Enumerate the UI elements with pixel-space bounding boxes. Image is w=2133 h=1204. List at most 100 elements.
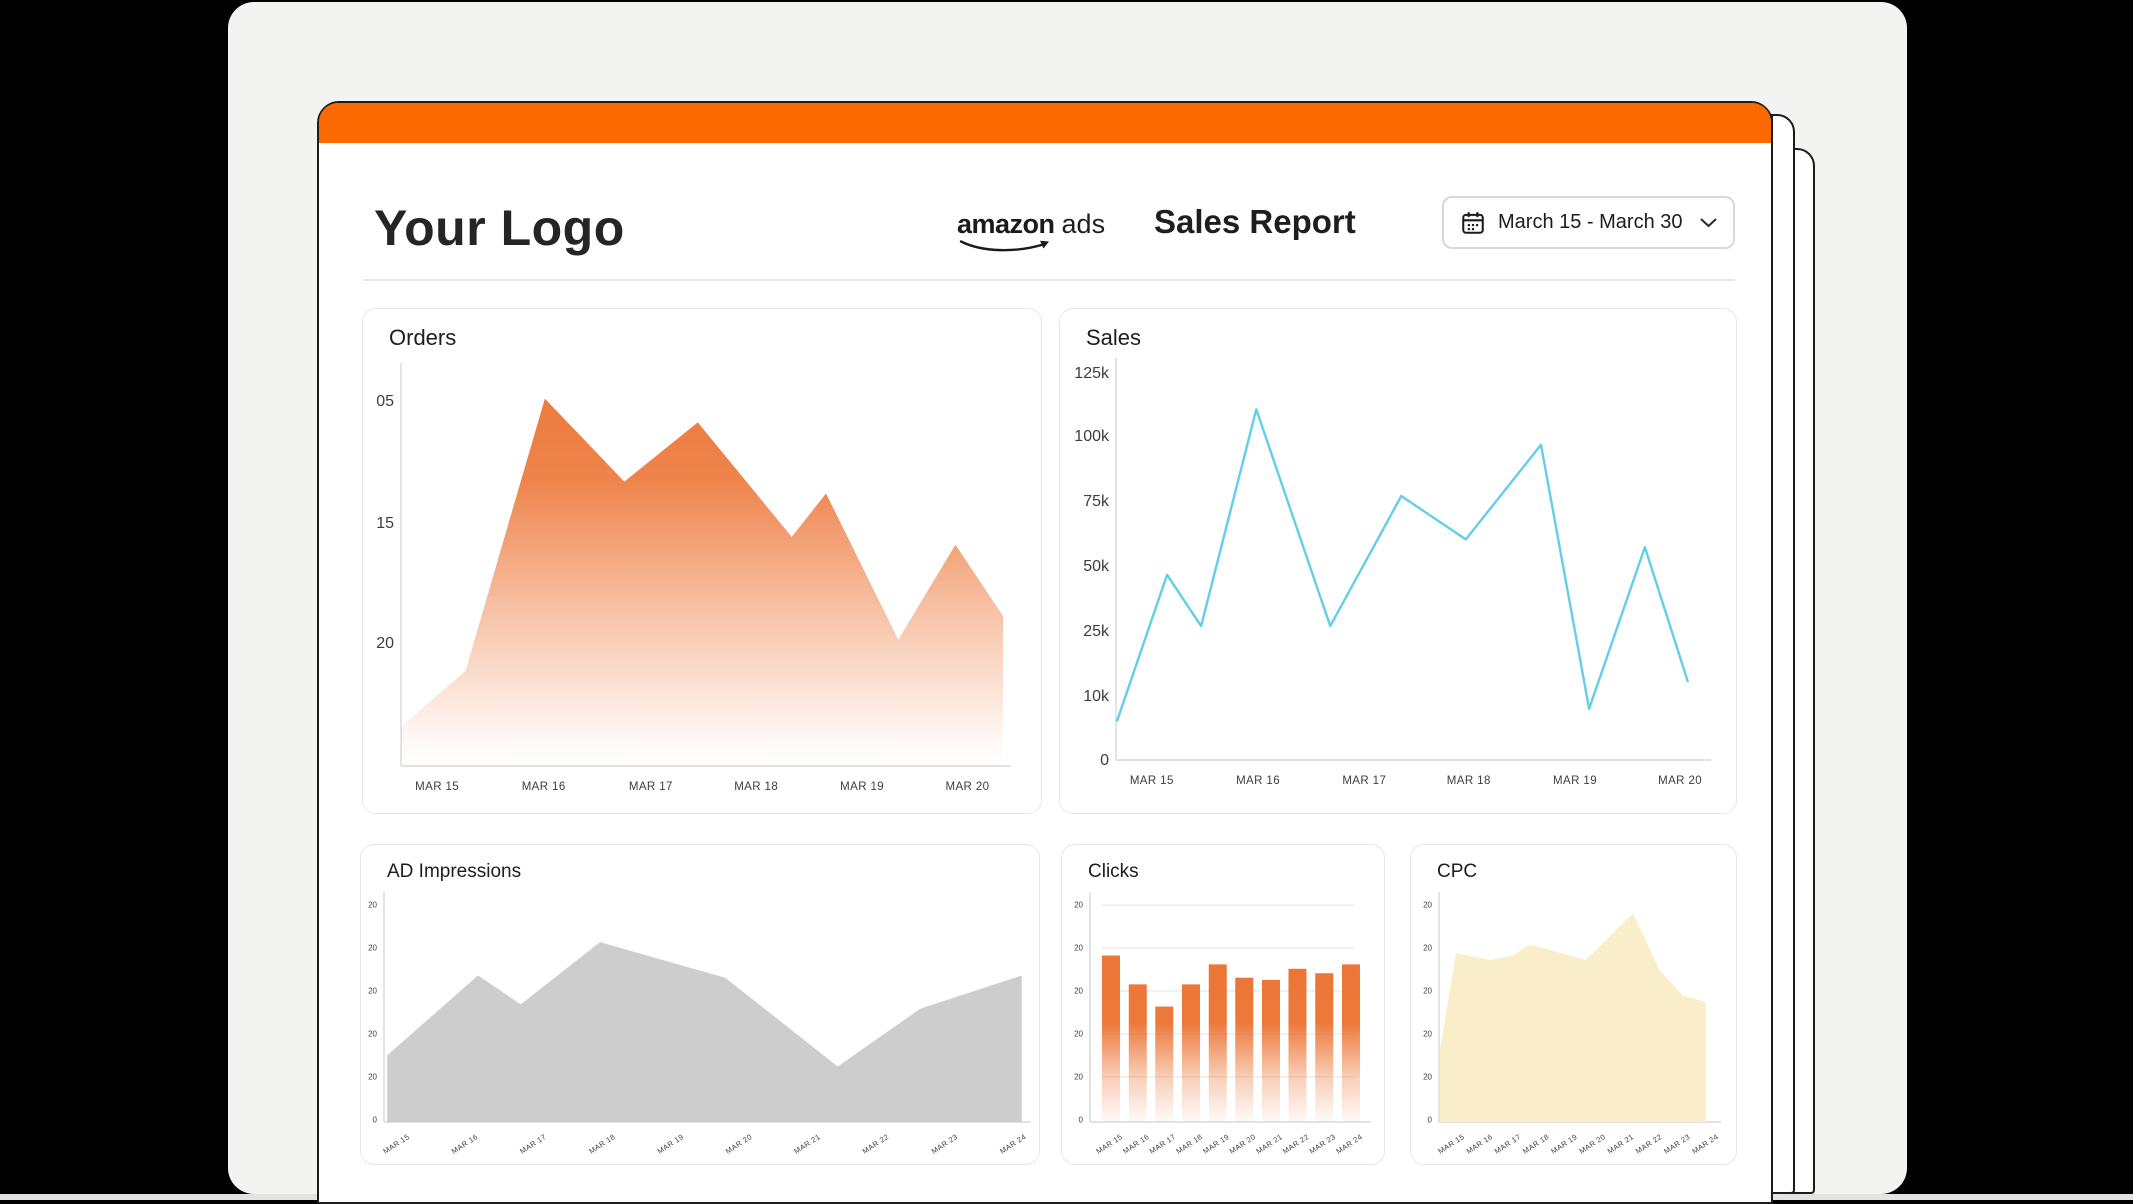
- svg-text:10k: 10k: [1083, 688, 1110, 705]
- svg-text:MAR 16: MAR 16: [1465, 1132, 1495, 1156]
- svg-text:20: 20: [1423, 901, 1432, 910]
- svg-text:MAR 20: MAR 20: [724, 1132, 754, 1156]
- svg-text:MAR 18: MAR 18: [734, 781, 778, 793]
- svg-text:20: 20: [1423, 1072, 1432, 1081]
- svg-text:MAR 24: MAR 24: [1690, 1132, 1720, 1156]
- svg-text:MAR 22: MAR 22: [861, 1132, 891, 1156]
- svg-text:20: 20: [368, 987, 377, 996]
- svg-text:MAR 15: MAR 15: [382, 1132, 412, 1156]
- svg-text:125k: 125k: [1074, 365, 1110, 382]
- svg-text:MAR 20: MAR 20: [1658, 775, 1702, 787]
- header-divider: [364, 279, 1735, 281]
- svg-text:100k: 100k: [1074, 428, 1110, 445]
- svg-text:MAR 19: MAR 19: [840, 781, 884, 793]
- svg-text:MAR 17: MAR 17: [1342, 775, 1386, 787]
- svg-text:20: 20: [368, 1072, 377, 1081]
- svg-text:MAR 21: MAR 21: [1606, 1132, 1636, 1156]
- clicks-title: Clicks: [1088, 861, 1139, 882]
- report-title: Sales Report: [1154, 203, 1356, 240]
- svg-text:20: 20: [368, 901, 377, 910]
- svg-text:20: 20: [1074, 987, 1083, 996]
- svg-text:MAR 19: MAR 19: [1553, 775, 1597, 787]
- orders-title: Orders: [389, 325, 457, 350]
- cpc-title: CPC: [1437, 861, 1478, 882]
- svg-text:MAR 16: MAR 16: [522, 781, 566, 793]
- svg-text:MAR 24: MAR 24: [998, 1132, 1028, 1156]
- svg-text:MAR 19: MAR 19: [656, 1132, 686, 1156]
- orders-chart: 05 15 20 MAR 15 MAR 16 MAR 17 MAR 18 MAR 19 MAR …: [363, 309, 1041, 813]
- svg-text:0: 0: [373, 1116, 378, 1125]
- svg-text:MAR 18: MAR 18: [1174, 1132, 1204, 1156]
- amazon-wordmark: amazon: [957, 209, 1055, 239]
- svg-text:MAR 18: MAR 18: [1447, 775, 1491, 787]
- amazon-smile-icon: [959, 240, 1049, 252]
- report-accent-bar: [319, 103, 1771, 143]
- svg-text:05: 05: [376, 393, 394, 410]
- svg-text:20: 20: [368, 1030, 377, 1039]
- ads-wordmark: ads: [1061, 209, 1106, 239]
- svg-text:MAR 17: MAR 17: [518, 1132, 548, 1156]
- svg-text:MAR 17: MAR 17: [629, 781, 673, 793]
- svg-text:20: 20: [1074, 1072, 1083, 1081]
- svg-text:20: 20: [1074, 1030, 1083, 1039]
- ad-impressions-title: AD Impressions: [387, 861, 522, 882]
- cpc-card: CPC 20 20 20 20 20 0 MAR 15 MAR 16 MAR 17 MAR 18 M…: [1410, 844, 1737, 1165]
- svg-text:MAR 19: MAR 19: [1201, 1132, 1231, 1156]
- clicks-card: Clicks 20 20 20 20 20 0 MAR 15 MAR 16 MAR 17 MAR …: [1061, 844, 1385, 1165]
- svg-text:15: 15: [376, 515, 394, 532]
- svg-text:MAR 16: MAR 16: [1236, 775, 1280, 787]
- orders-card: Orders 05 15 20 MAR 15 MAR 16 MAR 17 MAR 18 MAR…: [362, 308, 1042, 814]
- ad-impressions-chart: 20 20 20 20 20 0 MAR 15 MAR 16 MAR 17 MAR 18 MAR 1…: [361, 845, 1039, 1164]
- svg-text:20: 20: [1074, 943, 1083, 952]
- svg-text:MAR 15: MAR 15: [415, 781, 459, 793]
- svg-text:20: 20: [1423, 943, 1432, 952]
- ad-impressions-card: AD Impressions 20 20 20 20 20 0 MAR 15 MAR 16 MA…: [360, 844, 1040, 1165]
- svg-text:75k: 75k: [1083, 493, 1110, 510]
- svg-text:MAR 19: MAR 19: [1549, 1132, 1579, 1156]
- svg-text:50k: 50k: [1083, 558, 1110, 575]
- svg-text:MAR 21: MAR 21: [792, 1132, 822, 1156]
- svg-text:MAR 17: MAR 17: [1493, 1132, 1523, 1156]
- svg-text:MAR 24: MAR 24: [1334, 1132, 1364, 1156]
- date-range-value: March 15 - March 30: [1498, 211, 1683, 233]
- svg-text:20: 20: [1074, 901, 1083, 910]
- date-range-picker[interactable]: March 15 - March 30: [1442, 196, 1735, 249]
- sales-title: Sales: [1086, 325, 1142, 350]
- svg-text:20: 20: [368, 943, 377, 952]
- calendar-icon: [1462, 211, 1484, 234]
- svg-text:MAR 15: MAR 15: [1094, 1132, 1124, 1156]
- stacked-page-edge-outer: [1791, 148, 1815, 1194]
- svg-text:MAR 18: MAR 18: [587, 1132, 617, 1156]
- stacked-page-edge-inner: [1771, 114, 1795, 1194]
- svg-text:MAR 23: MAR 23: [1662, 1132, 1692, 1156]
- svg-text:MAR 23: MAR 23: [930, 1132, 960, 1156]
- amazon-ads-logo: amazon ads: [957, 209, 1105, 255]
- svg-text:MAR 16: MAR 16: [1121, 1132, 1151, 1156]
- svg-text:MAR 20: MAR 20: [946, 781, 990, 793]
- svg-text:MAR 23: MAR 23: [1308, 1132, 1338, 1156]
- svg-text:20: 20: [1423, 1030, 1432, 1039]
- clicks-chart: 20 20 20 20 20 0 MAR 15 MAR 16 MAR 17 MAR 18 MAR 1…: [1062, 845, 1384, 1164]
- cpc-chart: 20 20 20 20 20 0 MAR 15 MAR 16 MAR 17 MAR 18 MAR 1…: [1411, 845, 1736, 1164]
- svg-text:25k: 25k: [1083, 623, 1110, 640]
- sales-chart: 125k 100k 75k 50k 25k 10k 0 MAR 15 MAR 16 MAR 17 M…: [1060, 309, 1736, 813]
- svg-text:MAR 22: MAR 22: [1281, 1132, 1311, 1156]
- svg-text:MAR 16: MAR 16: [450, 1132, 480, 1156]
- svg-text:MAR 15: MAR 15: [1436, 1132, 1466, 1156]
- svg-text:MAR 20: MAR 20: [1578, 1132, 1608, 1156]
- company-logo: Your Logo: [374, 200, 625, 256]
- svg-text:MAR 20: MAR 20: [1228, 1132, 1258, 1156]
- svg-text:MAR 22: MAR 22: [1634, 1132, 1664, 1156]
- sales-card: Sales 125k 100k 75k 50k 25k 10k 0 MAR 15 MAR 16 M…: [1059, 308, 1737, 814]
- svg-text:MAR 18: MAR 18: [1521, 1132, 1551, 1156]
- svg-text:20: 20: [376, 635, 394, 652]
- svg-text:MAR 15: MAR 15: [1130, 775, 1174, 787]
- svg-text:MAR 17: MAR 17: [1148, 1132, 1178, 1156]
- svg-text:0: 0: [1079, 1116, 1084, 1125]
- report-card: Your Logo amazon ads Sales Report March 1…: [317, 101, 1773, 1204]
- svg-text:20: 20: [1423, 987, 1432, 996]
- svg-text:0: 0: [1428, 1116, 1433, 1125]
- chevron-down-icon: [1700, 218, 1717, 227]
- svg-text:0: 0: [1100, 752, 1109, 769]
- svg-text:MAR 21: MAR 21: [1254, 1132, 1284, 1156]
